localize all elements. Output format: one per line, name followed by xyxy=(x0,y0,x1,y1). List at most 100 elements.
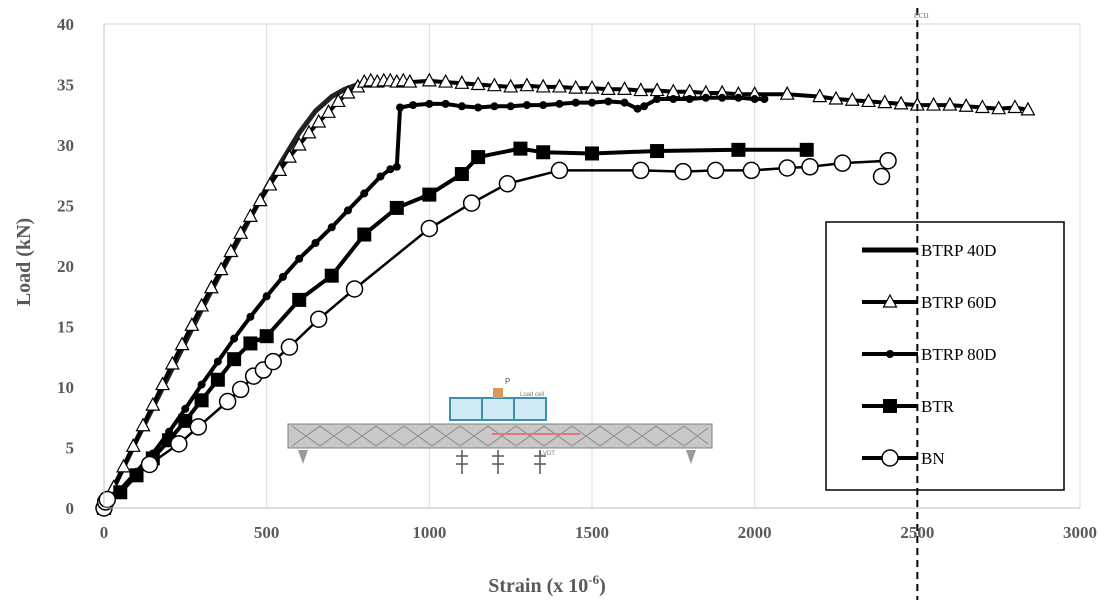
series-2-point-10 xyxy=(262,292,271,301)
series-2-point-11 xyxy=(278,272,287,281)
series-4-point-14 xyxy=(420,219,439,238)
series-1-point-17 xyxy=(262,176,278,191)
y-tick-label-15: 15 xyxy=(57,318,74,337)
series-2-point-28 xyxy=(522,101,531,110)
series-3-point-15 xyxy=(422,187,437,202)
y-tick-label-5: 5 xyxy=(66,439,75,458)
x-tick-label-1000: 1000 xyxy=(412,523,446,542)
series-2-point-8 xyxy=(230,334,239,343)
legend-label-0: BTRP 40D xyxy=(921,241,996,260)
series-1-point-34 xyxy=(402,73,418,88)
series-1-point-40 xyxy=(503,78,519,93)
series-1-point-37 xyxy=(454,75,470,89)
series-1-point-48 xyxy=(633,82,649,97)
legend-item-1: BTRP 60D xyxy=(862,293,996,312)
series-2-point-21 xyxy=(409,101,418,110)
series-1-point-2 xyxy=(116,458,132,473)
x-tick-label-500: 500 xyxy=(254,523,280,542)
support-right xyxy=(686,450,696,464)
series-2-point-12 xyxy=(295,254,304,263)
series-1-point-46 xyxy=(600,81,616,95)
ultimate-strain-annotation: εcu xyxy=(914,8,929,600)
series-1-point-3 xyxy=(125,438,141,452)
series-layer xyxy=(95,72,1036,517)
series-4-point-24 xyxy=(833,154,852,172)
x-axis-title-superscript: -6 xyxy=(588,572,599,587)
series-1-point-65 xyxy=(942,96,958,111)
series-1-point-61 xyxy=(877,94,893,109)
series-3-point-6 xyxy=(194,393,209,408)
legend-label-4: BN xyxy=(921,449,945,468)
legend-item-2: BTRP 80D xyxy=(862,345,996,364)
inset-load-label: P xyxy=(505,377,510,386)
legend-label-2: BTRP 80D xyxy=(921,345,996,364)
y-tick-label-0: 0 xyxy=(66,499,75,518)
series-2-point-33 xyxy=(604,97,613,106)
series-3-point-7 xyxy=(210,372,225,387)
series-4 xyxy=(95,151,897,517)
series-4-point-13 xyxy=(345,280,364,298)
series-2-point-15 xyxy=(344,206,352,215)
series-2-point-43 xyxy=(750,95,759,104)
series-3-point-19 xyxy=(536,145,551,160)
series-3-point-12 xyxy=(324,268,339,283)
series-1-point-5 xyxy=(145,396,161,411)
series-2-point-6 xyxy=(197,380,206,389)
series-3-point-16 xyxy=(454,167,469,182)
x-tick-label-1500: 1500 xyxy=(575,523,609,542)
inset-diagram: P Load cell LVDT xyxy=(287,377,713,474)
series-4-point-19 xyxy=(674,162,692,181)
y-tick-label-25: 25 xyxy=(57,197,74,216)
series-4-point-5 xyxy=(189,418,208,436)
legend-swatch-marker-2 xyxy=(886,350,894,358)
series-4-point-18 xyxy=(632,161,650,180)
series-2-point-20 xyxy=(396,103,405,112)
series-1-point-66 xyxy=(958,98,974,112)
series-4-point-16 xyxy=(498,174,517,193)
x-axis-title: Strain (x 10-6) xyxy=(488,572,606,597)
series-1-point-21 xyxy=(301,124,317,139)
series-2-point-44 xyxy=(760,95,769,104)
series-1-point-59 xyxy=(844,91,860,106)
series-4-point-15 xyxy=(462,194,481,212)
series-1-point-38 xyxy=(470,76,486,91)
series-2-point-36 xyxy=(640,102,649,111)
x-tick-label-2500: 2500 xyxy=(900,523,934,542)
series-4-point-10 xyxy=(264,352,282,371)
legend-swatch-marker-3 xyxy=(883,399,897,413)
series-1-point-22 xyxy=(311,113,327,128)
series-1-point-19 xyxy=(281,148,297,163)
series-3-point-22 xyxy=(731,142,746,157)
series-4-point-22 xyxy=(778,159,796,177)
legend: BTRP 40D BTRP 60D BTRP 80D BTR BN xyxy=(825,221,1065,491)
load-point xyxy=(493,388,503,398)
series-1-point-43 xyxy=(551,78,567,93)
series-1-point-41 xyxy=(519,77,535,92)
legend-label-1: BTRP 60D xyxy=(921,293,996,312)
x-tick-label-2000: 2000 xyxy=(738,523,772,542)
series-1-point-4 xyxy=(135,417,151,432)
legend-item-0: BTRP 40D xyxy=(862,241,996,260)
series-1-point-68 xyxy=(991,100,1007,115)
series-1-point-60 xyxy=(861,93,877,108)
series-1-point-45 xyxy=(584,79,600,94)
load-plate xyxy=(449,397,547,421)
legend-label-3: BTR xyxy=(921,397,955,416)
series-2-point-34 xyxy=(620,98,629,107)
series-2-point-19 xyxy=(392,162,401,171)
series-2-point-40 xyxy=(701,93,710,102)
inset-load-cell-label: Load cell xyxy=(520,392,544,398)
series-2-point-38 xyxy=(669,95,678,104)
axes: 0 500 1000 1500 2000 2500 3000 0 5 10 15 20 25 30 35 40 xyxy=(57,15,1097,542)
series-2-point-5 xyxy=(181,404,190,413)
y-tick-label-30: 30 xyxy=(57,136,74,155)
series-1-point-39 xyxy=(486,77,502,92)
beam-truss-pattern xyxy=(291,425,709,447)
series-1-point-18 xyxy=(272,162,288,177)
series-2-point-35 xyxy=(633,104,642,113)
series-2-point-29 xyxy=(539,101,548,110)
series-4-point-2 xyxy=(98,490,117,509)
series-2-point-9 xyxy=(246,312,255,321)
series-1-point-24 xyxy=(330,93,346,108)
